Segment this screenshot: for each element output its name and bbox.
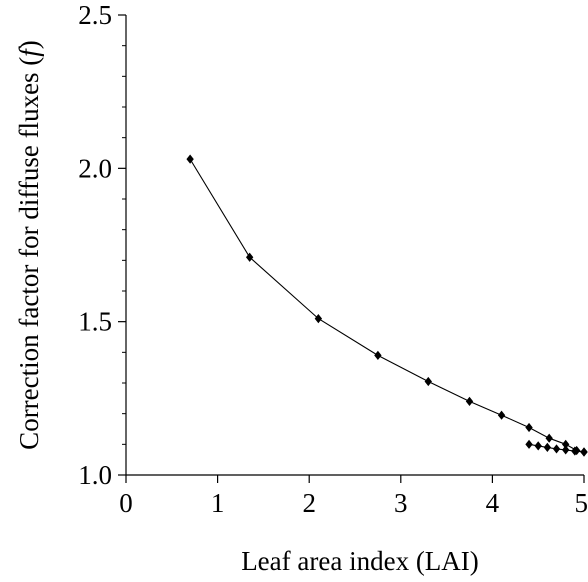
series-line-1 [189, 158, 585, 453]
data-point [562, 445, 570, 455]
data-point [562, 439, 570, 449]
x-tick-label: 5 [575, 488, 588, 518]
y-axis-label: Correction factor for diffuse fluxes (f) [14, 40, 44, 450]
data-point [374, 350, 382, 360]
x-tick-label: 3 [394, 488, 408, 518]
data-point [465, 396, 474, 406]
data-point [186, 154, 194, 164]
data-point [424, 376, 432, 387]
x-tick-label: 0 [119, 488, 133, 518]
plot-area [125, 15, 584, 476]
data-point [525, 422, 533, 433]
x-tick-label: 2 [302, 488, 316, 518]
x-axis-label: Leaf area index (LAI) [241, 546, 479, 576]
data-point [571, 446, 579, 456]
y-ticks: 1.0 1.5 2.0 2.5 [78, 0, 126, 490]
y-axis-label-symbol: f [14, 46, 44, 57]
data-point [552, 444, 561, 454]
y-tick-label: 2.5 [78, 0, 112, 30]
data-point [534, 441, 542, 451]
data-point [525, 439, 533, 449]
series-markers [186, 154, 588, 457]
data-point [580, 447, 588, 457]
data-point [245, 252, 254, 262]
y-tick-label: 1.0 [78, 460, 112, 490]
series-lines [189, 158, 585, 453]
x-ticks: 0 1 2 3 4 5 [119, 475, 588, 518]
data-point [497, 410, 506, 420]
y-axis-label-main: Correction factor for diffuse fluxes ( [14, 57, 44, 450]
x-tick-label: 4 [486, 488, 500, 518]
y-axis-label-close: ) [14, 40, 44, 49]
y-tick-label: 2.0 [78, 153, 112, 183]
x-tick-label: 1 [211, 488, 225, 518]
y-tick-label: 1.5 [78, 307, 112, 337]
data-point [543, 442, 552, 452]
data-point [545, 433, 553, 443]
data-point [314, 314, 323, 324]
